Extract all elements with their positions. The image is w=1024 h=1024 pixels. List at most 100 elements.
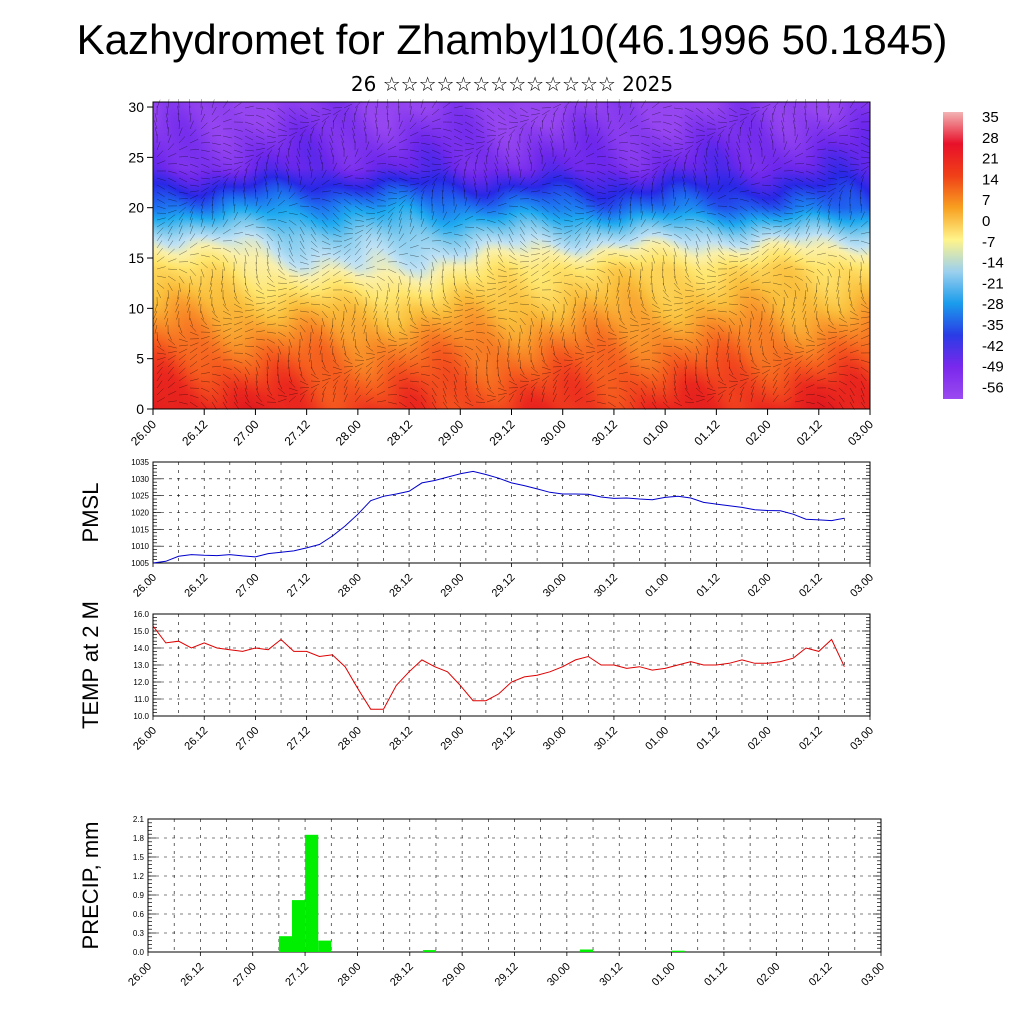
wind-barb [860, 162, 870, 165]
wind-barb [695, 210, 705, 214]
wind-barb [695, 275, 705, 281]
wind-barb [816, 378, 826, 382]
wind-barb [363, 303, 367, 313]
wind-barb [486, 352, 489, 363]
wind-barb [783, 366, 790, 375]
wind-barb [354, 225, 364, 228]
wind-barb [332, 245, 342, 249]
wind-barb [165, 113, 169, 123]
wind-barb [420, 324, 431, 327]
wind-barb [409, 225, 415, 235]
wind-barb [695, 121, 704, 127]
wind-barb [618, 354, 627, 361]
wind-barb [673, 247, 677, 257]
wind-barb [760, 338, 763, 348]
wind-barb [354, 112, 356, 123]
wind-barb [816, 112, 819, 123]
wind-barb [332, 317, 334, 328]
wind-barb [717, 121, 728, 124]
wind-barb [552, 184, 563, 187]
wind-barb [662, 296, 671, 302]
wind-barb [167, 170, 177, 174]
wind-barb [376, 191, 386, 197]
wind-barb [541, 119, 544, 130]
wind-barb [761, 155, 766, 165]
wind-barb [156, 388, 164, 396]
wind-barb [805, 384, 815, 389]
wind-barb [596, 354, 605, 361]
wind-barb [365, 247, 372, 256]
wind-barb [574, 247, 581, 256]
wind-barb [266, 275, 274, 283]
wind-barb [299, 310, 309, 313]
wind-barb [805, 212, 812, 221]
wind-barb [618, 331, 629, 333]
wind-barb [253, 183, 257, 193]
wind-barb [442, 335, 452, 340]
wind-barb [739, 219, 746, 228]
x-tick-label: 30.00 [541, 572, 569, 600]
wind-barb [792, 113, 796, 123]
wind-barb [728, 187, 737, 193]
wind-barb [189, 317, 194, 327]
wind-barb [507, 345, 510, 355]
x-tick-label: 26.12 [179, 417, 210, 448]
y-tick-label: 1005 [131, 559, 149, 568]
wind-barb [474, 183, 477, 193]
wind-barb [714, 155, 719, 165]
wind-barb [441, 268, 444, 278]
wind-barb [365, 184, 375, 190]
wind-barb [211, 211, 214, 221]
wind-barb [805, 354, 814, 361]
wind-barb [365, 397, 374, 403]
wind-barb [505, 148, 510, 158]
wind-barb [376, 177, 386, 183]
wind-barb [497, 396, 506, 403]
wind-barb [772, 352, 781, 359]
wind-barb [607, 242, 616, 249]
wind-barb [640, 380, 648, 388]
wind-barb [200, 192, 208, 200]
wind-barb [363, 324, 367, 334]
wind-barb [288, 300, 298, 305]
wind-barb [398, 242, 407, 249]
wind-barb [539, 324, 543, 334]
wind-barb [222, 328, 232, 333]
wind-barb [277, 282, 288, 284]
wind-barb [860, 102, 869, 109]
wind-barb [343, 248, 351, 256]
wind-barb [673, 289, 682, 295]
wind-barb [530, 270, 539, 277]
wind-barb [266, 307, 276, 312]
colorbar-label: 14 [982, 171, 999, 188]
wind-barb [486, 261, 492, 270]
wind-barb [453, 204, 457, 214]
wind-barb [387, 202, 397, 207]
wind-barb [695, 394, 705, 398]
wind-barb [717, 212, 727, 218]
wind-barb [585, 338, 593, 346]
wind-barb [475, 314, 485, 319]
wind-barb [329, 331, 334, 341]
wind-barb [156, 227, 164, 235]
wind-barb [640, 156, 650, 161]
wind-barb [244, 254, 247, 264]
wind-barb [761, 255, 769, 263]
wind-barb [629, 373, 639, 376]
wind-barb [838, 190, 843, 200]
wind-barb [244, 275, 247, 286]
wind-barb [739, 393, 743, 403]
wind-barb [474, 161, 477, 172]
wind-barb [684, 289, 694, 292]
wind-barb [772, 273, 782, 277]
wind-barb [464, 345, 474, 351]
wind-barb [739, 278, 748, 284]
wind-barb [167, 248, 175, 256]
wind-barb [530, 287, 540, 291]
wind-barb [837, 275, 840, 285]
x-tick-label: 03.00 [859, 961, 887, 989]
wind-barb [310, 219, 317, 228]
wind-barb [651, 303, 660, 309]
wind-barb [726, 338, 730, 348]
wind-barb [330, 338, 334, 348]
